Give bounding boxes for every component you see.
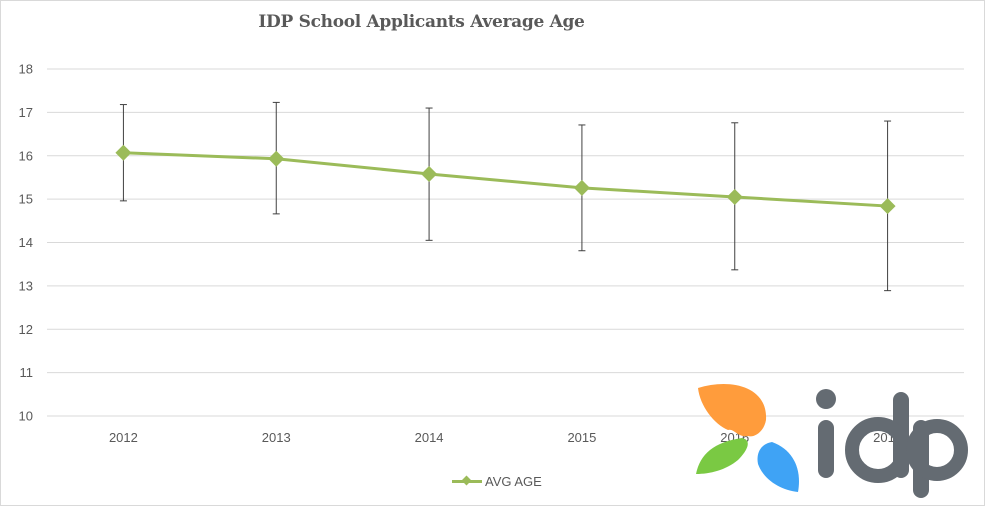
- logo-p-bowl: [906, 419, 968, 481]
- series-line: [123, 151, 888, 208]
- y-tick-label: 13: [19, 278, 33, 293]
- y-tick-label: 15: [19, 192, 33, 207]
- data-point-marker: [268, 150, 285, 167]
- y-tick-label: 14: [19, 235, 33, 250]
- x-tick-label: 2015: [567, 430, 596, 445]
- legend-diamond-icon: [461, 475, 472, 486]
- data-point-marker: [573, 179, 590, 196]
- y-axis-ticks: 10 11 12 13 14 15 16 17 18: [19, 62, 33, 424]
- gridlines: [47, 68, 964, 417]
- series-avg-age: [115, 144, 896, 215]
- y-tick-label: 11: [20, 365, 34, 380]
- logo-petal-blue: [757, 442, 799, 492]
- logo-i-dot: [816, 389, 836, 409]
- legend-line-marker: [452, 475, 482, 486]
- chart-title: IDP School Applicants Average Age: [258, 12, 585, 32]
- logo-d-bowl: [845, 417, 911, 483]
- y-tick-label: 16: [19, 148, 33, 163]
- y-tick-label: 17: [19, 105, 33, 120]
- y-tick-label: 12: [19, 322, 33, 337]
- y-tick-label: 18: [19, 62, 33, 77]
- idp-logo: [696, 383, 968, 498]
- logo-petal-orange: [698, 383, 767, 437]
- data-point-marker: [421, 165, 438, 182]
- data-point-marker: [879, 198, 896, 215]
- x-tick-label: 2012: [109, 430, 138, 445]
- logo-petal-green: [696, 438, 748, 474]
- x-tick-label: 2013: [262, 430, 291, 445]
- y-tick-label: 10: [19, 409, 33, 424]
- x-tick-label: 2014: [415, 430, 444, 445]
- legend: AVG AGE: [452, 474, 542, 489]
- logo-i-stem: [818, 420, 834, 478]
- data-point-marker: [726, 188, 743, 205]
- legend-label: AVG AGE: [485, 474, 542, 489]
- error-bars: [119, 101, 892, 292]
- data-point-marker: [115, 144, 132, 161]
